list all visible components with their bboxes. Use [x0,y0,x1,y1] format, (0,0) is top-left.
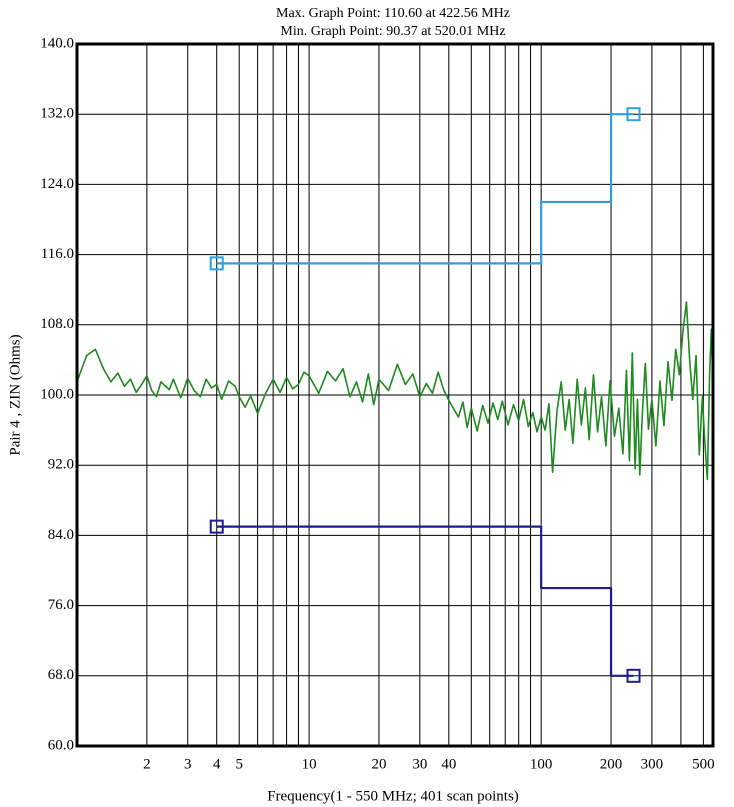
y-tick-label: 100.0 [40,386,74,402]
y-tick-label: 76.0 [48,597,74,613]
x-tick-label: 30 [412,756,427,772]
end-marker [626,107,641,122]
chart-title: Max. Graph Point: 110.60 at 422.56 MHz [276,6,510,21]
y-tick-label: 116.0 [41,246,74,262]
x-tick-label: 100 [530,756,553,772]
x-tick-label: 5 [235,756,243,772]
end-marker [209,256,224,271]
y-tick-label: 60.0 [48,737,74,753]
end-marker [209,519,224,534]
x-tick-label: 2 [143,756,151,772]
series-line [216,113,634,265]
plot-frame [75,42,715,748]
x-tick-label: 20 [371,756,386,772]
x-tick-label: 300 [641,756,664,772]
x-tick-label: 10 [302,756,317,772]
y-tick-label: 68.0 [48,667,74,683]
y-tick-label: 140.0 [40,35,74,51]
x-tick-label: 200 [600,756,623,772]
x-tick-label: 4 [213,756,221,772]
x-tick-label: 500 [692,756,715,772]
chart-subtitle: Min. Graph Point: 90.37 at 520.01 MHz [280,24,505,39]
series-line [76,301,714,481]
y-tick-label: 108.0 [40,316,74,332]
series-line [216,525,634,677]
x-tick-label: 40 [441,756,456,772]
end-marker [626,668,641,683]
x-axis-label: Frequency(1 - 550 MHz; 401 scan points) [267,788,519,804]
y-tick-label: 132.0 [40,106,74,122]
x-tick-label: 3 [184,756,192,772]
y-axis-label: Pair 4 , ZIN (Ohms) [7,334,23,455]
y-tick-label: 92.0 [48,457,74,473]
y-tick-label: 84.0 [48,527,74,543]
y-tick-label: 124.0 [40,176,74,192]
